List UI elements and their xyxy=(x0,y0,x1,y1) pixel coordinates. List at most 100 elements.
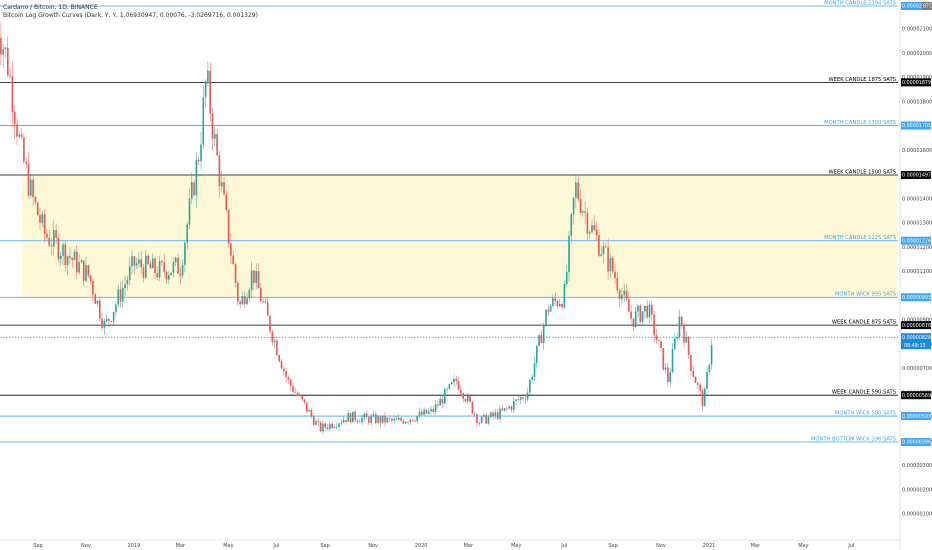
candle-body-301 xyxy=(687,336,690,355)
level-tag-2 xyxy=(901,121,931,130)
level-tag-text-7: 0.00000589 xyxy=(902,393,931,399)
current-price-text: 0.00000828 xyxy=(902,335,931,341)
candle-body-253 xyxy=(577,182,580,200)
chart-title: Cardano / Bitcoin, 1D, BINANCE xyxy=(3,4,98,11)
candle-body-5 xyxy=(7,47,9,76)
candle-body-304 xyxy=(694,376,697,383)
candle-body-284 xyxy=(648,304,651,318)
candle-body-4 xyxy=(4,47,7,49)
candle-body-249 xyxy=(568,235,570,272)
candle-body-27 xyxy=(57,237,60,259)
candle-body-246 xyxy=(561,304,563,308)
candle-body-221 xyxy=(503,408,506,411)
candle-body-57 xyxy=(126,280,129,285)
candle-body-275 xyxy=(628,299,630,312)
candle-body-241 xyxy=(549,305,552,312)
candle-body-89 xyxy=(200,144,202,162)
candle-body-133 xyxy=(301,395,304,400)
candle-body-64 xyxy=(142,267,145,278)
candle-body-110 xyxy=(248,290,251,299)
candle-body-282 xyxy=(644,305,646,312)
x-tick-5: Jul xyxy=(272,543,279,549)
candle-body-53 xyxy=(117,289,120,305)
candle-body-226 xyxy=(515,399,517,402)
candle-body-168 xyxy=(381,415,384,423)
candle-body-28 xyxy=(59,255,62,259)
level-tag-8 xyxy=(901,412,931,421)
candle-body-258 xyxy=(588,231,591,234)
candle-body-228 xyxy=(519,397,522,400)
candle-body-75 xyxy=(168,275,170,280)
candle-body-186 xyxy=(423,409,425,415)
candle-body-294 xyxy=(671,349,674,373)
level-tag-4 xyxy=(901,236,931,245)
indicator-label: Bitcoin Log Growth Curves (Dark, Y, Y, 1… xyxy=(3,12,258,19)
candle-body-147 xyxy=(333,426,336,428)
candle-body-93 xyxy=(209,70,212,114)
level-tag-text-0: 0.00002194 xyxy=(902,4,931,10)
currency-badge[interactable] xyxy=(922,2,932,10)
candle-body-143 xyxy=(324,423,327,428)
candle-body-190 xyxy=(432,408,435,413)
candle-body-30 xyxy=(64,244,67,266)
candle-body-155 xyxy=(352,411,354,423)
candle-body-188 xyxy=(427,411,430,414)
candle-body-33 xyxy=(71,258,74,261)
currency-badge-text: BTC xyxy=(923,4,932,10)
candle-body-280 xyxy=(639,305,642,322)
candle-body-231 xyxy=(526,392,529,400)
candle-body-206 xyxy=(469,395,471,402)
candle-body-8 xyxy=(13,112,16,125)
candle-body-83 xyxy=(186,224,189,243)
candle-body-45 xyxy=(99,300,101,319)
candle-body-197 xyxy=(448,383,451,389)
candle-body-41 xyxy=(89,275,92,282)
candle-body-91 xyxy=(204,81,207,98)
level-tag-0 xyxy=(901,2,931,10)
candle-body-216 xyxy=(492,412,494,417)
candle-body-97 xyxy=(218,155,221,187)
candle-body-92 xyxy=(207,70,209,82)
x-tick-9: Mar xyxy=(464,543,474,549)
candle-body-109 xyxy=(246,298,248,305)
candle-body-207 xyxy=(471,401,474,414)
level-tag-text-3: 0.00001497 xyxy=(902,173,931,179)
candle-body-151 xyxy=(342,420,345,423)
candle-body-150 xyxy=(340,422,343,424)
candle-body-261 xyxy=(595,230,598,236)
candle-body-7 xyxy=(11,76,14,113)
candle-body-69 xyxy=(154,258,156,273)
candle-body-158 xyxy=(358,421,361,423)
candle-body-232 xyxy=(529,379,531,393)
candle-body-132 xyxy=(299,395,301,396)
y-tick-1: 0.00002000 xyxy=(902,51,932,57)
candle-body-198 xyxy=(450,382,453,384)
candle-body-262 xyxy=(598,235,600,256)
candle-body-128 xyxy=(289,379,292,386)
y-tick-0: 0.00002100 xyxy=(902,27,932,33)
candle-body-73 xyxy=(163,262,166,272)
candle-body-220 xyxy=(501,408,504,411)
x-tick-11: Jul xyxy=(560,543,567,549)
candle-body-84 xyxy=(188,198,191,225)
candle-body-6 xyxy=(9,75,11,77)
candle-body-300 xyxy=(685,336,688,343)
candle-body-10 xyxy=(18,134,21,137)
candle-body-239 xyxy=(545,309,547,325)
level-label-9: MONTH BOTTOM WICK 396 SATS xyxy=(811,437,896,443)
candle-body-59 xyxy=(131,256,133,267)
candle-body-251 xyxy=(572,197,575,215)
y-tick-4: 0.00001600 xyxy=(902,148,932,154)
x-tick-0: Sep xyxy=(33,543,42,549)
candle-body-215 xyxy=(490,412,492,418)
candle-body-120 xyxy=(271,331,274,343)
level-tag-text-9: 0.00000396 xyxy=(902,440,931,446)
y-tick-16: 0.00000200 xyxy=(902,487,932,493)
x-tick-4: May xyxy=(223,543,233,549)
level-tag-text-4: 0.00001226 xyxy=(902,238,931,244)
candle-body-82 xyxy=(184,242,186,265)
level-label-6: WEEK CANDLE 875 SATS xyxy=(832,320,896,326)
y-tick-17: 0.00000100 xyxy=(902,512,932,518)
candle-body-287 xyxy=(655,335,658,341)
